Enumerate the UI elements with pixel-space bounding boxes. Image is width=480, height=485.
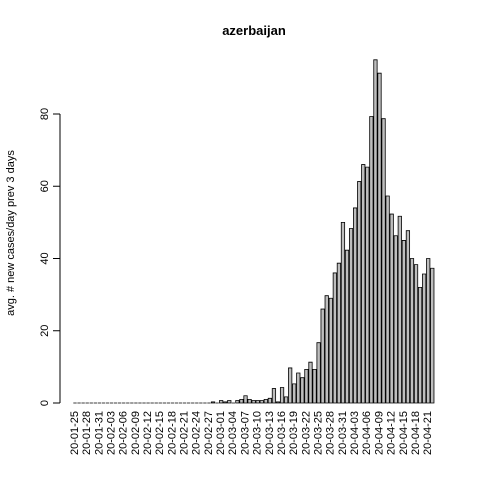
- x-tick-label: 20-03-04: [227, 411, 239, 455]
- bar: [369, 116, 374, 404]
- bar: [320, 308, 325, 404]
- bar: [385, 195, 390, 404]
- y-tick-label: 80: [39, 108, 51, 120]
- bar: [401, 240, 406, 404]
- bar: [418, 286, 423, 404]
- y-tick-label: 0: [39, 400, 51, 406]
- bar: [393, 235, 398, 404]
- x-tick-label: 20-04-09: [373, 411, 385, 455]
- x-tick-label: 20-04-03: [349, 411, 361, 455]
- x-tick-label: 20-04-12: [386, 411, 398, 455]
- x-tick-label: 20-02-12: [142, 411, 154, 455]
- x-tick-label: 20-04-21: [422, 411, 434, 455]
- x-tick-label: 20-01-28: [81, 411, 93, 455]
- bar: [409, 258, 415, 404]
- bar: [300, 377, 305, 404]
- bar: [292, 383, 297, 404]
- bar: [275, 401, 281, 404]
- bar: [344, 249, 350, 404]
- bar: [284, 396, 289, 404]
- bar: [210, 401, 216, 404]
- bar: [336, 262, 341, 404]
- x-tick-label: 20-03-16: [276, 411, 288, 455]
- bar: [255, 400, 260, 404]
- bar: [361, 164, 366, 404]
- x-tick-label: 20-03-13: [264, 411, 276, 455]
- x-tick-label: 20-04-18: [410, 411, 422, 455]
- x-tick-label: 20-02-03: [105, 411, 117, 455]
- bar: [357, 181, 362, 404]
- bar: [312, 369, 317, 404]
- x-tick-label: 20-02-27: [203, 411, 215, 455]
- bar: [223, 401, 228, 404]
- x-tick-label: 20-02-15: [154, 411, 166, 455]
- bar: [251, 400, 256, 404]
- bar: [235, 400, 240, 404]
- bar: [426, 258, 431, 404]
- x-tick-label: 20-02-18: [166, 411, 178, 455]
- x-tick-label: 20-04-15: [398, 411, 410, 455]
- x-tick-label: 20-03-10: [252, 411, 264, 455]
- x-tick-label: 20-03-31: [337, 411, 349, 455]
- bar: [381, 118, 386, 404]
- bar: [308, 361, 313, 404]
- bar: [332, 272, 337, 404]
- bar: [288, 367, 293, 404]
- bar: [296, 372, 301, 404]
- bar: [239, 398, 244, 404]
- x-tick-label: 20-01-31: [93, 411, 105, 455]
- bar: [389, 213, 394, 404]
- bar: [353, 207, 358, 404]
- chart-title: azerbaijan: [222, 23, 286, 38]
- x-tick-label: 20-02-24: [191, 411, 203, 455]
- bar: [279, 387, 285, 404]
- y-tick-label: 40: [39, 252, 51, 264]
- bar: [219, 400, 224, 404]
- bar: [316, 342, 321, 404]
- x-tick-label: 20-03-19: [288, 411, 300, 455]
- x-tick-label: 20-04-06: [361, 411, 373, 455]
- bar: [377, 72, 382, 404]
- bar: [271, 388, 277, 404]
- bar: [348, 228, 354, 404]
- x-tick-label: 20-03-07: [239, 411, 251, 455]
- bar: [413, 264, 419, 404]
- x-tick-label: 20-01-25: [69, 411, 81, 455]
- y-tick-label: 60: [39, 180, 51, 192]
- bar: [267, 397, 272, 404]
- bar: [365, 166, 370, 404]
- bar: [405, 230, 411, 404]
- bar: [430, 267, 435, 404]
- bar: [243, 395, 248, 404]
- bar: [259, 400, 264, 404]
- x-tick-label: 20-02-09: [130, 411, 142, 455]
- bar: [247, 398, 252, 404]
- y-axis-label: avg. # new cases/day prev 3 days: [5, 150, 17, 316]
- x-tick-label: 20-02-21: [179, 411, 191, 455]
- x-tick-label: 20-03-25: [313, 411, 325, 455]
- y-tick-label: 20: [39, 325, 51, 337]
- bar: [227, 400, 232, 404]
- bar: [422, 273, 427, 404]
- bar: [304, 369, 309, 404]
- x-tick-label: 20-02-06: [118, 411, 130, 455]
- x-tick-label: 20-03-28: [325, 411, 337, 455]
- bar: [340, 221, 346, 404]
- bar: [324, 295, 329, 404]
- bar: [263, 398, 268, 404]
- bar: [328, 297, 333, 404]
- bar: [373, 59, 378, 404]
- bar: [397, 215, 402, 404]
- x-tick-label: 20-03-22: [300, 411, 312, 455]
- x-tick-label: 20-03-01: [215, 411, 227, 455]
